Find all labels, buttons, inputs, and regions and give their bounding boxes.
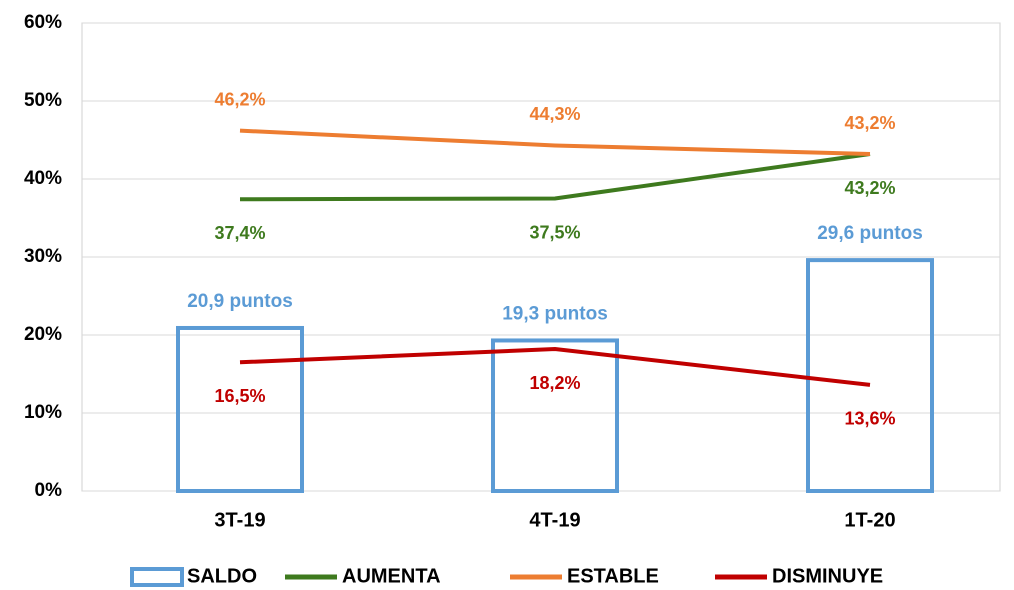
data-label: 44,3% [529, 104, 580, 124]
x-tick-label: 1T-20 [844, 509, 895, 531]
line [239, 347, 871, 387]
data-label: 29,6 puntos [817, 223, 923, 244]
data-label: 16,5% [214, 386, 265, 406]
data-label: 43,2% [844, 178, 895, 198]
x-tick-label: 4T-19 [529, 509, 580, 531]
x-tick-label: 3T-19 [214, 509, 265, 531]
y-tick-label: 40% [24, 168, 62, 189]
y-tick-label: 10% [24, 402, 62, 423]
data-label: 43,2% [844, 113, 895, 133]
data-label: 13,6% [844, 409, 895, 429]
bar [806, 258, 934, 493]
y-tick-label: 50% [24, 90, 62, 111]
data-label: 19,3 puntos [502, 303, 608, 324]
y-tick-label: 0% [35, 480, 63, 501]
data-label: 37,4% [214, 223, 265, 243]
data-label: 37,5% [529, 222, 580, 242]
bar [176, 325, 304, 494]
legend-label: DISMINUYE [772, 565, 883, 587]
y-tick-label: 60% [24, 12, 62, 33]
legend-label: AUMENTA [342, 565, 441, 587]
legend-label: ESTABLE [567, 565, 659, 587]
line [239, 152, 871, 202]
legend-swatch [130, 567, 184, 587]
bar [491, 338, 619, 493]
y-tick-label: 20% [24, 324, 62, 345]
line [239, 128, 871, 157]
y-tick-label: 30% [24, 246, 62, 267]
legend-label: SALDO [187, 565, 257, 587]
data-label: 20,9 puntos [187, 291, 293, 312]
data-label: 18,2% [529, 373, 580, 393]
data-label: 46,2% [214, 89, 265, 109]
